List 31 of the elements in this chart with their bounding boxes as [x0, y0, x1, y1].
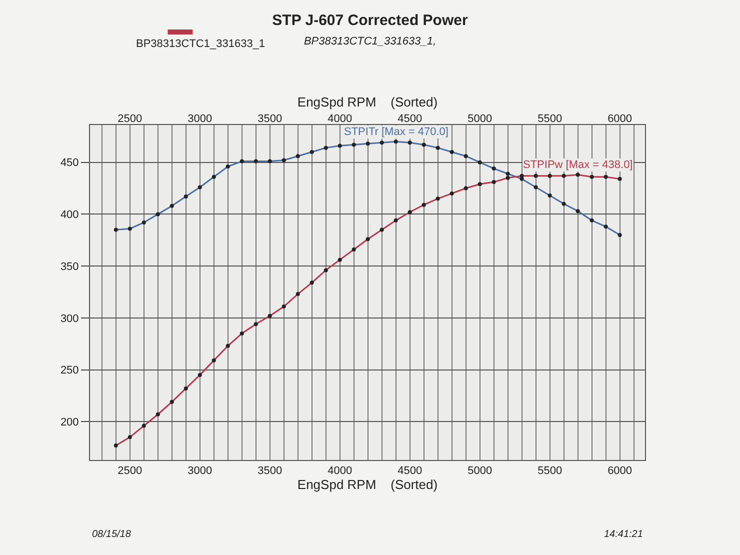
x2-tick-label: 2500 [118, 465, 142, 478]
x-tick-label: 5500 [538, 112, 562, 125]
x2-tick-label: 4500 [398, 465, 422, 478]
chart-title: STP J-607 Corrected Power [272, 12, 468, 29]
series-label: STPITr [Max = 470.0] [344, 126, 448, 138]
x2-tick-label: 6000 [608, 465, 632, 478]
x-tick-label: 3500 [258, 112, 282, 125]
x2-tick-label: 5000 [468, 465, 492, 478]
x-tick-label: 3000 [188, 112, 212, 125]
y-tick-label: 250 [60, 364, 79, 377]
x-tick-label: 4500 [398, 112, 422, 125]
x-tick-label: 4000 [328, 112, 352, 125]
chart-subtitle: BP38313CTC1_331633_1, [304, 35, 436, 48]
x-tick-label: 6000 [608, 112, 632, 125]
text: 14:41:21 [604, 529, 643, 540]
x2-axis-title: EngSpd RPM (Sorted) [297, 94, 438, 110]
y-tick-label: 450 [60, 157, 79, 170]
text: 08/15/18 [92, 529, 132, 540]
series-label: STPIPw [Max = 438.0] [523, 159, 633, 171]
x-tick-label: 2500 [118, 112, 142, 125]
y-tick-label: 400 [60, 209, 79, 222]
text: BP38313CTC1_331633_1 [136, 38, 266, 50]
x2-tick-label: 3000 [188, 465, 212, 478]
x2-tick-label: 5500 [538, 465, 562, 478]
x2-tick-label: 4000 [328, 465, 352, 478]
x2-tick-label: 3500 [258, 465, 282, 478]
y-tick-label: 300 [60, 312, 79, 325]
x-tick-label: 5000 [468, 112, 492, 125]
y-tick-label: 350 [60, 260, 79, 273]
x-axis-title: EngSpd RPM (Sorted) [297, 477, 438, 492]
y-tick-label: 200 [60, 416, 79, 428]
